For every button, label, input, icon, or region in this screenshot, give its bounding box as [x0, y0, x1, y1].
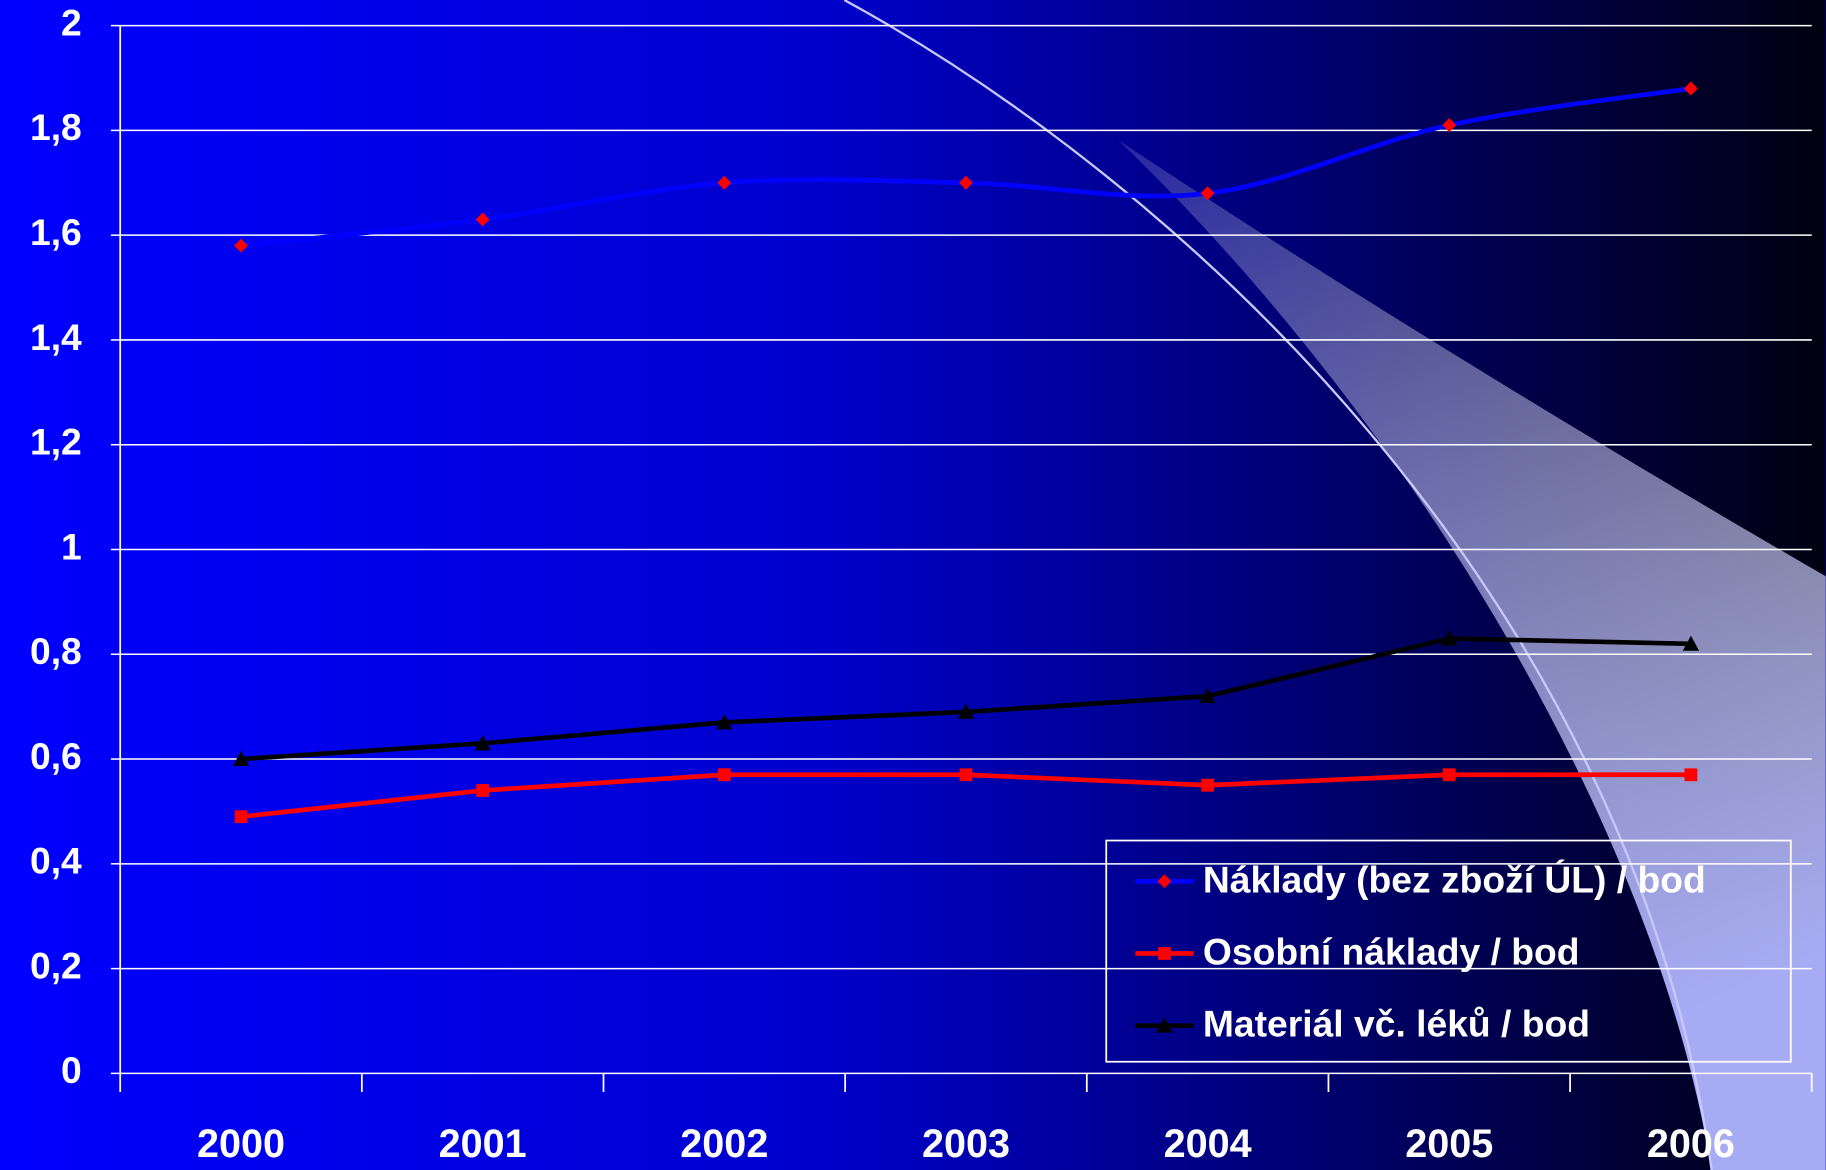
marker [476, 784, 489, 797]
legend-label: Materiál vč. léků / bod [1203, 1003, 1590, 1045]
page: {"chart_data":{"type":"line", "categorie… [0, 0, 1826, 1170]
legend-label: Osobní náklady / bod [1203, 930, 1580, 972]
y-tick-label: 1,4 [30, 316, 82, 358]
y-tick-label: 1,2 [30, 421, 82, 463]
x-tick-label: 2005 [1405, 1122, 1493, 1166]
y-tick-label: 0,6 [30, 735, 82, 777]
x-tick-label: 2004 [1164, 1122, 1252, 1166]
legend-marker [1158, 947, 1171, 960]
marker [1201, 779, 1214, 792]
marker [1443, 768, 1456, 781]
y-tick-label: 1,8 [30, 106, 82, 148]
x-tick-label: 2001 [439, 1122, 527, 1166]
marker [960, 768, 973, 781]
marker [1685, 768, 1698, 781]
y-tick-label: 1,6 [30, 211, 82, 253]
legend-label: Náklady (bez zboží ÚL) / bod [1203, 858, 1706, 900]
y-tick-label: 0,2 [30, 944, 82, 986]
x-tick-label: 2002 [680, 1122, 768, 1166]
x-tick-label: 2006 [1647, 1122, 1735, 1166]
y-tick-label: 0,8 [30, 630, 82, 672]
y-tick-label: 1 [61, 525, 82, 567]
x-tick-label: 2000 [197, 1122, 285, 1166]
y-tick-label: 0 [61, 1049, 82, 1091]
y-tick-label: 0,4 [30, 840, 82, 882]
chart: 0 0,2 0,4 0,6 0,8 1 1,2 1,4 1,6 1,8 2 2000 2001 2002 2… [0, 0, 1826, 1170]
marker [235, 810, 248, 823]
y-tick-label: 2 [61, 1, 82, 43]
marker [718, 768, 731, 781]
x-tick-label: 2003 [922, 1122, 1010, 1166]
